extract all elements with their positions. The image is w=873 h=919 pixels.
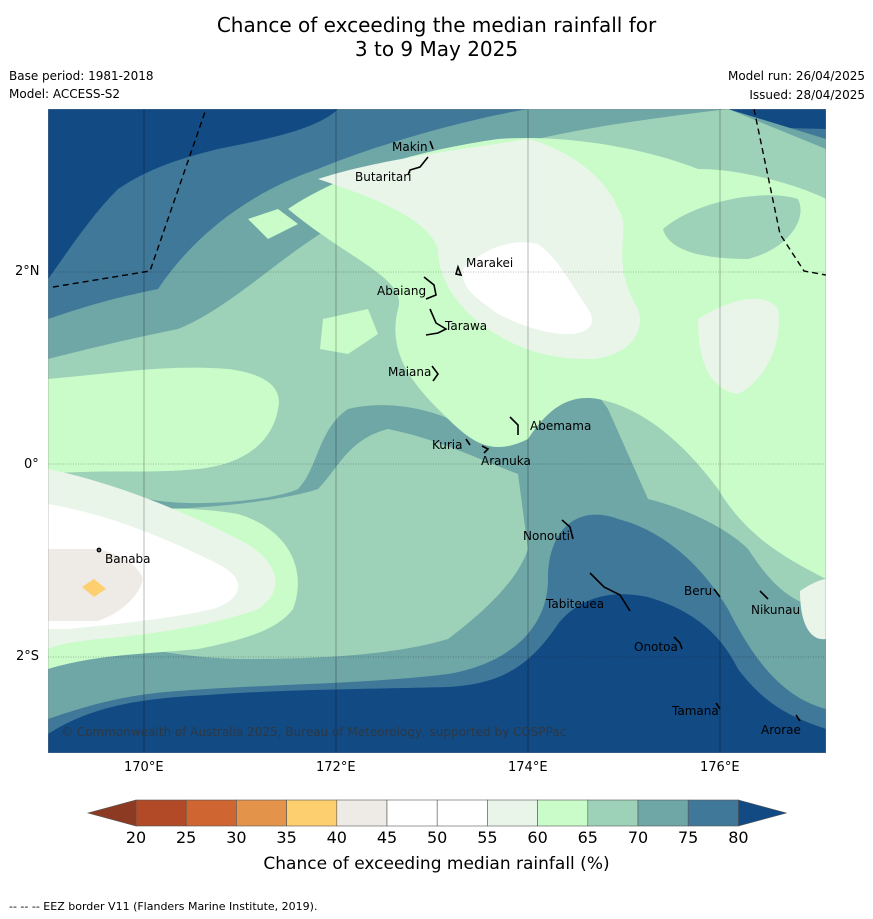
colorbar-segment — [336, 799, 388, 827]
colorbar-tick: 50 — [427, 828, 448, 847]
colorbar-segment — [286, 799, 338, 827]
place-label: Banaba — [105, 552, 151, 566]
band-60-65-west — [48, 367, 279, 474]
place-label: Onotoa — [634, 640, 678, 654]
band-over-80-south — [48, 594, 826, 753]
place-label: Beru — [684, 584, 712, 598]
colorbar-segment — [436, 799, 488, 827]
colorbar-tick: 70 — [627, 828, 649, 847]
band-35-40 — [82, 579, 106, 597]
place-label: Nonouti — [523, 529, 570, 543]
lon-gridlines — [143, 109, 721, 753]
colorbar-tick: 25 — [176, 828, 197, 847]
colorbar-segment — [135, 799, 187, 827]
colorbar-segment — [637, 799, 689, 827]
colorbar-segment — [587, 799, 639, 827]
band-45-55 — [462, 242, 592, 334]
place-label: Tarawa — [444, 319, 487, 333]
colorbar-segment — [537, 799, 589, 827]
colorbar-tick: 75 — [678, 828, 699, 847]
place-label: Marakei — [466, 256, 513, 270]
band-60-65-blob2 — [320, 309, 378, 354]
colorbar-tick: 60 — [527, 828, 548, 847]
band-over-80-northwest — [48, 109, 338, 279]
colorbar-tick: 45 — [376, 828, 398, 847]
base-period: Base period: 1981-2018 — [9, 69, 154, 83]
colorbar-over-arrow — [738, 799, 788, 827]
colorbar-segment — [487, 799, 538, 827]
band-60-65-blob — [248, 209, 298, 239]
lat-gridlines — [48, 271, 826, 658]
place-label: Kuria — [432, 438, 463, 452]
colorbar-tick: 55 — [477, 828, 498, 847]
lon-label-172e: 172°E — [316, 760, 356, 775]
place-label: Arorae — [761, 723, 801, 737]
eez-border — [52, 109, 826, 288]
colorbar-tick: 80 — [728, 828, 749, 847]
lat-label-2s: 2°S — [16, 649, 40, 664]
place-label: Maiana — [388, 365, 431, 379]
colorbar-under-arrow — [86, 799, 137, 827]
issued-date: Issued: 28/04/2025 — [749, 88, 865, 102]
colorbar-tick: 65 — [577, 828, 598, 847]
lat-label-2n: 2°N — [15, 264, 40, 279]
colorbar-segment — [236, 799, 287, 827]
island-outlines — [96, 140, 801, 722]
place-label: Butaritari — [355, 170, 412, 184]
colorbar-tick: 40 — [326, 828, 347, 847]
place-label: Aranuka — [481, 454, 531, 468]
colorbar-tick: 20 — [125, 828, 147, 847]
place-label: Tamana — [671, 704, 719, 718]
band-65-70-east — [663, 195, 801, 259]
lon-label-170e: 170°E — [124, 760, 164, 775]
copyright-notice: © Commonwealth of Australia 2025, Bureau… — [61, 725, 566, 739]
place-label: Abemama — [530, 419, 591, 433]
eez-legend: -- -- -- EEZ border V11 (Flanders Marine… — [9, 900, 318, 913]
place-label: Tabiteuea — [545, 597, 604, 611]
place-label: Nikunau — [751, 603, 800, 617]
colorbar-segment — [386, 799, 438, 827]
colorbar-tick: 30 — [226, 828, 247, 847]
map-title-line1: Chance of exceeding the median rainfall … — [216, 13, 657, 37]
band-55-60-east — [698, 298, 779, 394]
band-55-60-far-east — [800, 579, 826, 640]
colorbar — [86, 799, 788, 827]
colorbar-tick: 35 — [276, 828, 297, 847]
colorbar-segment — [185, 799, 237, 827]
place-label: Abaiang — [377, 284, 426, 298]
lon-label-176e: 176°E — [700, 760, 740, 775]
model-run-date: Model run: 26/04/2025 — [727, 69, 865, 83]
map-title-line2: 3 to 9 May 2025 — [354, 37, 519, 61]
rainfall-map: Makin Butaritari Marakei Abaiang Tarawa … — [48, 109, 826, 753]
colorbar-segment — [687, 799, 739, 827]
place-label: Makin — [392, 140, 428, 154]
lon-label-174e: 174°E — [508, 760, 548, 775]
colorbar-label: Chance of exceeding median rainfall (%) — [263, 854, 610, 874]
lat-label-equator: 0° — [24, 457, 39, 472]
model-name: Model: ACCESS-S2 — [9, 87, 121, 101]
